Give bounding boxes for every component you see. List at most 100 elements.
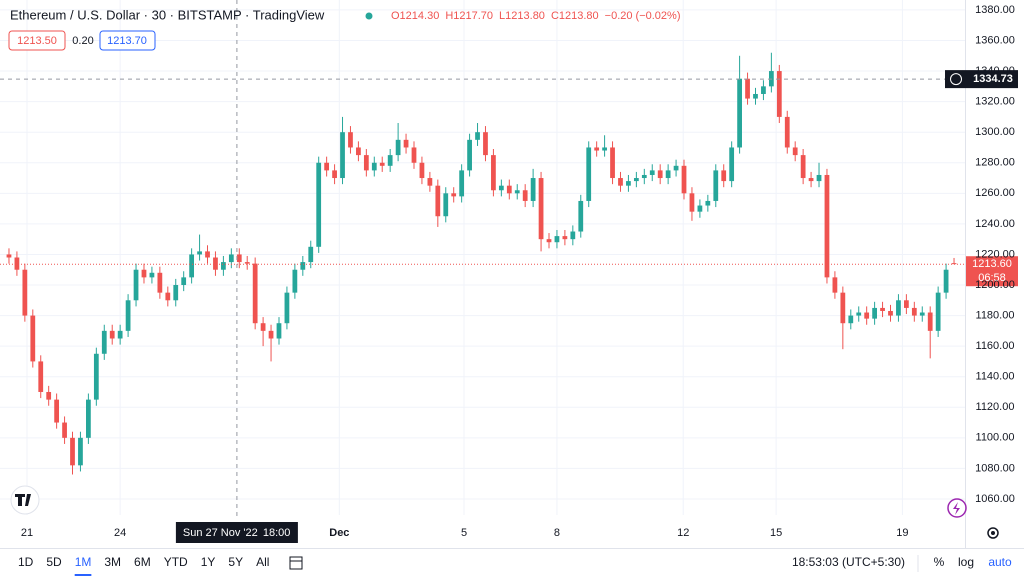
candle-body [276,323,282,339]
candle-body [626,181,631,186]
y-tick-label: 1340.00 [975,65,1015,77]
candle-body [713,170,719,201]
candle-body [443,193,449,217]
y-tick-label: 1380.00 [975,4,1015,16]
candle-body [657,170,663,179]
candle-body [125,300,131,331]
candle-body [387,155,393,166]
candle-body [14,257,20,270]
last-price-box [966,256,1018,287]
candle-body [78,437,83,466]
y-tick-label: 1180.00 [976,309,1015,321]
candle-body [951,263,957,265]
y-tick-label: 1060.00 [975,493,1015,505]
candle-body [141,269,147,278]
candle-body [109,330,115,339]
range-button[interactable]: YTD [164,555,188,569]
candle-body [610,147,615,179]
range-button[interactable]: All [256,555,269,569]
candle-body [824,174,830,278]
ohlc-value: L1213.80 [499,10,545,22]
candle-body [340,132,345,179]
candle-body [856,312,862,316]
range-button[interactable]: 1D [18,555,34,569]
candle-body [546,239,552,243]
candle-body [888,310,893,316]
lightning-icon[interactable] [947,498,967,518]
candle-body [459,170,465,197]
x-tick-label: 5 [461,527,467,539]
candle-body [872,307,877,319]
candle-body [86,399,91,438]
candle-body [395,139,401,156]
candle-body [157,272,163,293]
candle-body [721,170,727,182]
percent-toggle[interactable]: % [934,555,945,569]
candle-body [522,190,528,201]
candle-body [356,147,361,156]
candle-body [308,246,314,263]
ohlc-value: O1214.30 [391,10,439,22]
candle-body [816,174,822,182]
add-alert-button[interactable] [950,73,962,86]
y-tick-label: 1140.00 [976,371,1015,383]
crosshair-price-box [945,70,1018,89]
candle-body [38,361,44,392]
ohlc-value: C1213.80 [551,10,599,22]
candle-body [475,132,480,140]
crosshair-date-box [175,522,298,543]
candle-body [697,205,703,212]
candle-body [649,170,655,175]
y-tick-label: 1360.00 [975,34,1015,46]
candle-body [665,170,671,179]
range-button[interactable]: 6M [134,555,151,569]
range-button[interactable]: 5Y [228,555,243,569]
candle-body [570,231,576,240]
candle-body [491,155,496,191]
candle-body [427,178,433,186]
candle-body [880,307,885,311]
log-toggle[interactable]: log [958,555,974,569]
range-button[interactable]: 1Y [201,555,216,569]
candle-body [316,162,322,247]
ask-box[interactable] [99,30,156,51]
candle-body [530,178,536,201]
candle-body [419,162,425,179]
tv-logo[interactable] [10,485,40,515]
candle-body [776,71,782,117]
candle-body [189,254,195,278]
candle-body [681,165,687,194]
candle-body [792,147,798,156]
candle-body [554,236,560,243]
ask: 1213.70 [107,35,147,47]
candle-body [70,437,75,466]
candle-body [54,399,60,423]
ohlc-value: H1217.70 [445,10,493,22]
range-button[interactable]: 5D [46,555,62,569]
date-range-icon[interactable] [289,556,303,570]
auto-toggle[interactable]: auto [988,555,1012,569]
candle-body [935,292,941,331]
range-button[interactable]: 1M [75,555,92,569]
y-tick-label: 1200.00 [975,279,1015,291]
last-price-label: 1213.60 [972,258,1012,270]
candle-body [784,116,790,148]
candle-body [737,78,742,148]
y-tick-label: 1080.00 [975,462,1015,474]
candle-body [911,307,917,316]
candle-body [252,263,258,324]
crosshair-date: Sun 27 Nov '22 [183,527,258,539]
candle-body [133,269,139,301]
candle-body [641,174,647,179]
bid: 1213.50 [17,35,57,47]
candle-body [435,185,441,217]
range-button[interactable]: 3M [104,555,121,569]
settings-icon[interactable] [987,527,999,539]
candle-body [800,155,806,179]
y-tick-label: 1280.00 [975,157,1015,169]
candle-body [117,330,123,339]
candle-body [848,315,854,324]
y-tick-label: 1320.00 [975,96,1015,108]
market-status [365,12,373,20]
bid-box[interactable] [8,30,66,51]
